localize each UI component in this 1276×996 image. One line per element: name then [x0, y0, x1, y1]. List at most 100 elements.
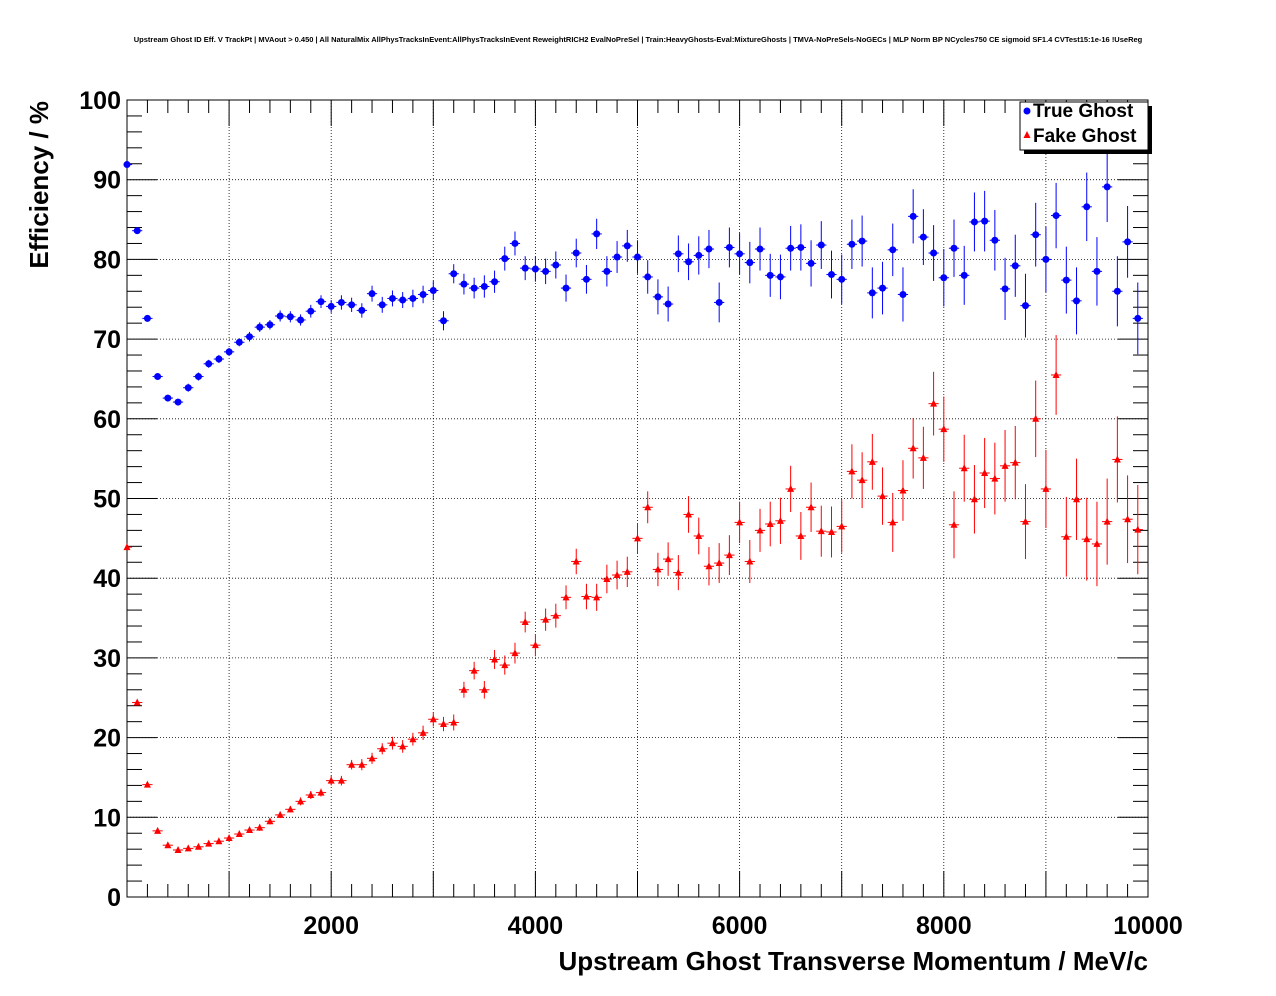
- data-point: [582, 592, 590, 600]
- data-point: [521, 618, 529, 626]
- data-point: [266, 321, 274, 329]
- data-point: [184, 844, 192, 852]
- data-point: [337, 776, 345, 784]
- chart-title: Upstream Ghost ID Eff. V TrackPt | MVAou…: [134, 35, 1143, 44]
- data-point: [603, 267, 611, 275]
- data-point: [1032, 414, 1040, 422]
- data-point: [1042, 255, 1050, 263]
- data-point: [1124, 238, 1132, 246]
- data-point: [491, 655, 499, 663]
- data-point: [674, 568, 682, 576]
- data-point: [981, 468, 989, 476]
- data-point: [960, 271, 968, 279]
- data-point: [256, 323, 264, 331]
- data-point: [776, 273, 784, 281]
- data-point: [440, 720, 448, 728]
- legend: True Ghost Fake Ghost: [1019, 101, 1152, 154]
- data-point: [868, 289, 876, 297]
- data-point: [838, 275, 846, 283]
- data-points: [123, 151, 1143, 853]
- data-point: [970, 495, 978, 503]
- data-point: [756, 245, 764, 253]
- data-point: [695, 251, 703, 259]
- data-point: [1052, 370, 1060, 378]
- data-point: [511, 239, 519, 247]
- data-point: [276, 810, 284, 818]
- data-point: [1011, 458, 1019, 466]
- data-point: [1103, 517, 1111, 525]
- data-point: [194, 373, 202, 381]
- data-point: [460, 685, 468, 693]
- data-point: [215, 837, 223, 845]
- data-point: [531, 265, 539, 273]
- data-point: [1021, 302, 1029, 310]
- data-point: [378, 301, 386, 309]
- y-axis-ticks: 0 10 20 30 40 50 60 70 80 90 100: [79, 87, 1148, 912]
- data-point: [388, 294, 396, 302]
- data-point: [1001, 461, 1009, 469]
- data-point: [266, 817, 274, 825]
- data-point: [1083, 535, 1091, 543]
- data-point: [593, 593, 601, 601]
- data-point: [1062, 276, 1070, 284]
- series-fake-ghost: [123, 335, 1143, 853]
- data-point: [480, 282, 488, 290]
- data-point: [858, 237, 866, 245]
- data-point: [899, 290, 907, 298]
- data-point: [1001, 285, 1009, 293]
- data-point: [399, 296, 407, 304]
- data-point: [542, 615, 550, 623]
- y-tick-label: 80: [93, 246, 121, 274]
- data-point: [572, 249, 580, 257]
- data-point: [1073, 297, 1081, 305]
- data-point: [817, 527, 825, 535]
- data-point: [358, 760, 366, 768]
- data-point: [1134, 314, 1142, 322]
- data-point: [307, 790, 315, 798]
- data-point: [143, 314, 151, 322]
- data-point: [123, 543, 131, 551]
- data-point: [1093, 539, 1101, 547]
- data-point: [817, 241, 825, 249]
- legend-marker-fake-ghost: [1023, 131, 1031, 138]
- data-point: [215, 355, 223, 363]
- data-point: [685, 510, 693, 518]
- x-tick-label: 10000: [1113, 912, 1183, 940]
- data-point: [348, 760, 356, 768]
- data-point: [429, 286, 437, 294]
- y-tick-label: 40: [93, 565, 121, 593]
- data-point: [470, 666, 478, 674]
- data-point: [1124, 515, 1132, 523]
- data-point: [756, 526, 764, 534]
- data-point: [991, 474, 999, 482]
- data-point: [613, 253, 621, 261]
- y-tick-label: 10: [93, 804, 121, 832]
- data-point: [552, 611, 560, 619]
- data-point: [725, 551, 733, 559]
- x-tick-label: 4000: [508, 912, 564, 940]
- data-point: [705, 245, 713, 253]
- data-point: [603, 574, 611, 582]
- data-point: [736, 518, 744, 526]
- data-point: [378, 744, 386, 752]
- data-point: [919, 233, 927, 241]
- data-point: [164, 394, 172, 402]
- data-point: [644, 503, 652, 511]
- data-point: [838, 522, 846, 530]
- data-point: [409, 735, 417, 743]
- data-point: [909, 444, 917, 452]
- data-point: [194, 842, 202, 850]
- data-point: [276, 312, 284, 320]
- data-point: [399, 742, 407, 750]
- data-point: [286, 313, 294, 321]
- data-point: [348, 301, 356, 309]
- y-tick-label: 50: [93, 486, 121, 514]
- data-point: [787, 484, 795, 492]
- data-point: [1103, 183, 1111, 191]
- data-point: [164, 841, 172, 849]
- data-point: [1052, 212, 1060, 220]
- y-tick-label: 90: [93, 167, 121, 195]
- data-point: [879, 492, 887, 500]
- data-point: [154, 826, 162, 834]
